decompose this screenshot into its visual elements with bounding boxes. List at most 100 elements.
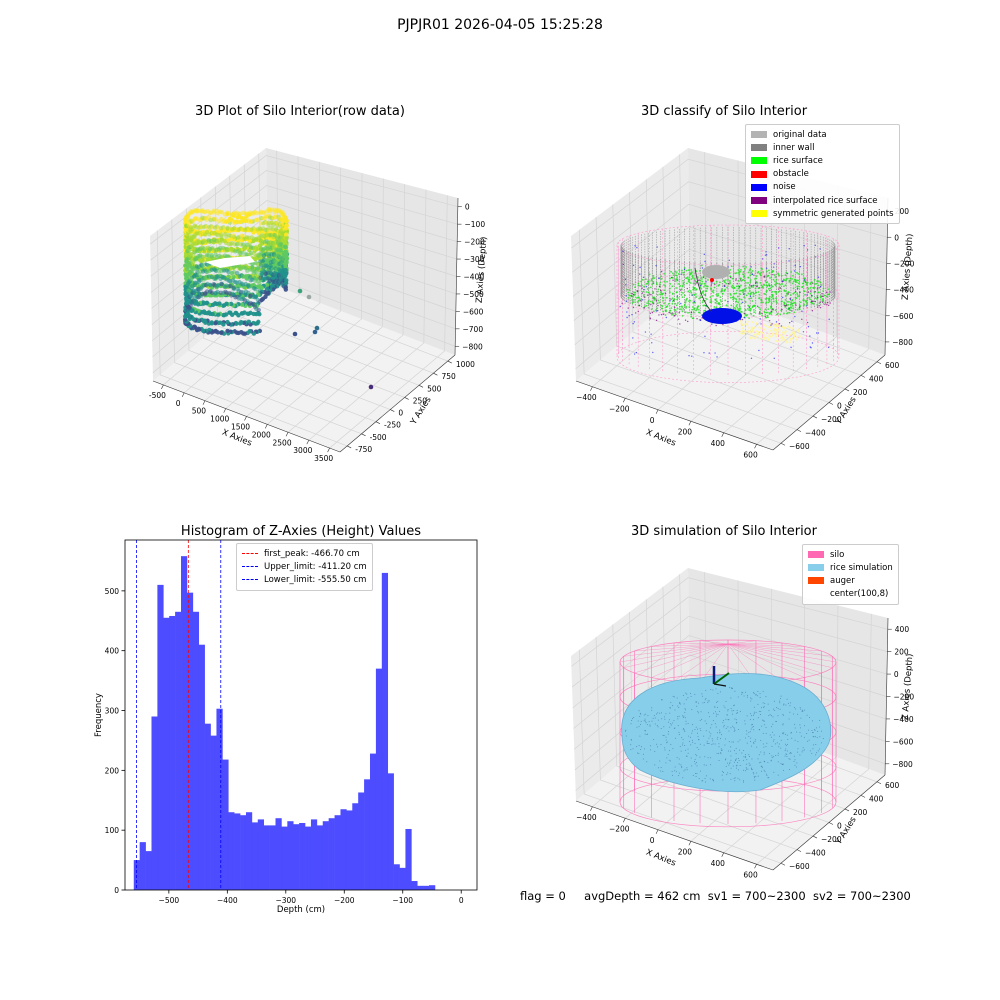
panel2-rice-point [742, 293, 745, 295]
panel1-silo-point [196, 277, 202, 283]
panel2-symmetric-point [780, 337, 783, 340]
panel2-symmetric-point [775, 331, 778, 334]
panel1-silo-point [253, 329, 259, 334]
panel1-silo-point [211, 282, 216, 287]
panel2-noise-point [713, 318, 715, 321]
panel2-rice-point [687, 290, 690, 293]
panel4-mesh-point [718, 746, 720, 748]
panel2-rice-point [765, 297, 768, 300]
panel2-rice-point [805, 283, 808, 286]
panel1-silo-point [251, 238, 256, 244]
panel1-silo-point [230, 262, 235, 267]
panel1-silo-point [196, 240, 202, 245]
panel1-silo-point [188, 251, 193, 257]
panel1-silo-point [208, 302, 213, 308]
panel1-silo-point [206, 264, 211, 270]
panel1-silo-point [224, 238, 230, 244]
panel1-silo-point [241, 242, 246, 247]
panel1-silo-point [196, 318, 202, 323]
panel1-silo-point [223, 240, 229, 246]
panel2-rice-point [637, 299, 640, 302]
panel2-symmetric-point [795, 338, 798, 341]
panel1-silo-point [243, 289, 249, 294]
panel1-silo-point [247, 242, 252, 247]
panel2-rice-point [737, 269, 740, 271]
panel1-silo-point [203, 223, 208, 229]
panel1-silo-point [250, 267, 255, 273]
panel4-mesh-point [672, 705, 674, 707]
panel1-silo-point [187, 314, 193, 319]
panel1-silo-point [218, 245, 223, 250]
panel2-rice-point [700, 283, 703, 286]
panel4-y-tick [780, 862, 786, 866]
panel1-silo-point [188, 219, 193, 224]
panel2-rice-point [758, 297, 761, 299]
panel4-mesh-point [799, 727, 801, 729]
panel4-mesh-point [684, 769, 686, 771]
panel2-noise-point [724, 315, 727, 317]
panel1-silo-point [234, 263, 240, 268]
panel1-silo-point [183, 290, 189, 296]
panel2-noise-point [743, 317, 746, 319]
panel1-silo-point [273, 220, 279, 226]
panel4-mesh-point [737, 777, 739, 779]
panel1-silo-point [189, 314, 194, 320]
panel2-rice-point [789, 294, 792, 296]
panel1-silo-point [204, 252, 210, 258]
panel1-silo-point [188, 228, 194, 234]
panel2-rice-point [663, 272, 666, 275]
panel1-silo-point [238, 283, 243, 288]
panel4-mesh-point [746, 733, 748, 735]
panel1-silo-point [281, 282, 287, 288]
panel2-rice-point [763, 284, 766, 287]
panel1-silo-point [264, 239, 269, 244]
panel1-silo-point [278, 273, 283, 279]
panel2-rice-point [686, 297, 688, 300]
panel1-grid-z [152, 275, 456, 374]
panel2-rice-point [772, 278, 775, 281]
panel2-rice-point [769, 312, 772, 314]
panel2-rice-point [727, 271, 730, 273]
panel1-silo-point [238, 248, 243, 253]
panel2-interp-point [716, 322, 718, 324]
panel2-rice-point [722, 279, 725, 282]
panel2-rice-point [760, 298, 763, 301]
panel4-roof-line [619, 643, 729, 663]
panel4-mesh-point [776, 742, 778, 744]
panel4-mesh-point [737, 758, 739, 760]
panel2-rice-point [750, 271, 753, 274]
panel1-silo-point [190, 265, 195, 270]
panel1-silo-point [262, 239, 267, 245]
panel1-silo-point [282, 266, 287, 271]
panel1-silo-point [276, 254, 281, 259]
panel2-symmetric-point [750, 327, 753, 330]
panel2-rice-point [717, 302, 720, 304]
panel4-mesh-point [753, 741, 755, 743]
panel1-grid-y [156, 230, 348, 447]
panel2-rice-point [793, 291, 796, 294]
panel1-silo-point [201, 318, 206, 323]
panel2-symmetric-point [791, 337, 794, 340]
panel1-silo-point [212, 230, 217, 236]
panel4-mesh-point [767, 761, 769, 763]
panel1-silo-point [264, 227, 270, 233]
panel1-silo-point [184, 234, 190, 240]
panel4-mesh-point [684, 744, 686, 746]
panel2-interp-point [739, 318, 741, 320]
panel1-silo-point [208, 274, 214, 279]
panel1-silo-point [259, 215, 264, 221]
panel1-silo-point [189, 235, 195, 240]
panel1-silo-point [217, 229, 223, 235]
panel1-silo-point [283, 261, 288, 266]
panel2-rice-point [646, 282, 649, 285]
panel2-symmetric-point [767, 338, 770, 341]
panel2-rice-point [742, 276, 745, 278]
panel2-legend-item: inner wall [751, 141, 894, 154]
panel2-rice-point [703, 299, 706, 302]
panel4-mesh-point [780, 762, 782, 764]
panel1-silo-point [187, 279, 193, 284]
panel2-rice-point [752, 305, 755, 307]
panel1-silo-point [204, 217, 209, 222]
panel4-mesh-point [686, 755, 688, 757]
panel2-rice-point [738, 304, 741, 306]
